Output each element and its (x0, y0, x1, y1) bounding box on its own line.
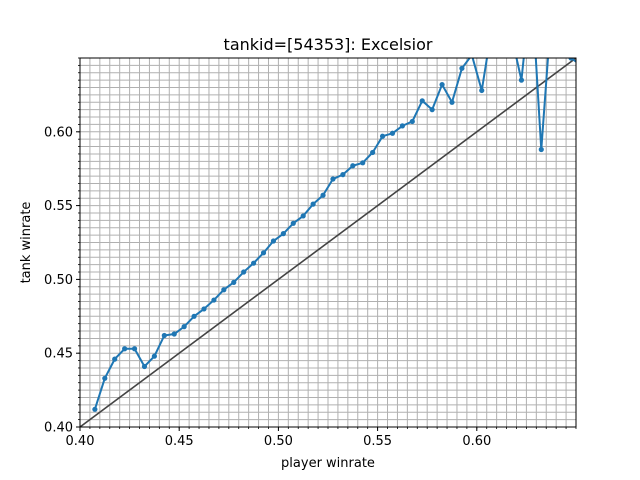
data-point (161, 332, 167, 339)
data-point (211, 297, 217, 303)
data-point (340, 172, 346, 178)
y-tick-label: 0.60 (44, 125, 73, 140)
data-point (171, 331, 177, 337)
data-point (102, 375, 108, 381)
data-point (409, 118, 415, 125)
data-point (260, 250, 267, 256)
data-point (459, 65, 465, 71)
grid-lines (79, 57, 577, 428)
data-point (131, 346, 138, 352)
data-point (360, 160, 366, 166)
x-axis-label: player winrate (281, 456, 375, 471)
data-point (449, 99, 455, 105)
data-point (439, 81, 445, 88)
x-tick-label: 0.60 (462, 434, 491, 449)
data-point (201, 306, 207, 312)
data-point (399, 123, 405, 129)
y-axis-label: tank winrate (19, 202, 34, 284)
data-point (330, 176, 336, 182)
y-tick-label: 0.55 (44, 199, 73, 214)
data-point (479, 87, 485, 94)
y-tick-label: 0.40 (44, 421, 73, 436)
data-point (518, 77, 525, 83)
chart-title: tankid=[54353]: Excelsior (224, 35, 433, 54)
reference-line (80, 58, 576, 427)
plot-marks (80, 58, 576, 427)
data-point (379, 133, 386, 139)
x-tick-label: 0.55 (363, 434, 392, 449)
data-point (191, 313, 197, 319)
data-point (251, 260, 257, 266)
data-point (538, 146, 544, 153)
data-point (221, 287, 227, 293)
data-point (419, 98, 425, 104)
data-point (310, 201, 316, 207)
data-point (429, 107, 435, 113)
data-point (280, 231, 286, 237)
data-point (241, 269, 247, 275)
axis-ticks: 0.40 0.45 0.50 0.55 0.60 0.40 0.45 0.50 0.55 0.60 (44, 57, 577, 449)
data-point (141, 363, 148, 370)
x-tick-label: 0.45 (165, 434, 194, 449)
data-point (370, 149, 376, 156)
data-point (389, 130, 396, 136)
data-point (350, 163, 356, 169)
data-point (270, 238, 277, 244)
data-point (151, 353, 157, 359)
y-tick-label: 0.50 (44, 273, 73, 288)
y-tick-label: 0.45 (44, 347, 73, 362)
x-tick-label: 0.40 (66, 434, 95, 449)
data-point (112, 356, 118, 362)
x-tick-label: 0.50 (264, 434, 293, 449)
data-point (568, 58, 574, 61)
data-point (290, 220, 296, 226)
data-point (300, 213, 306, 219)
data-point (122, 346, 128, 352)
data-point (231, 279, 237, 285)
data-point (320, 192, 326, 198)
data-point (92, 406, 98, 412)
data-point (181, 324, 187, 330)
